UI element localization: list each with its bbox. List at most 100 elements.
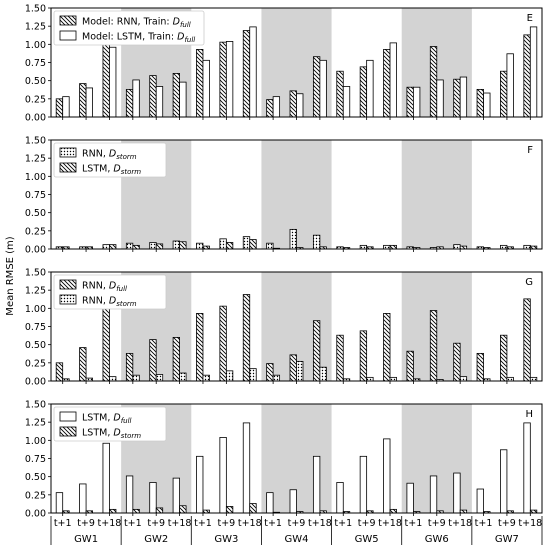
bar-e-a-gw1-t+1 — [55, 98, 64, 118]
bar-e-b-gw5-t+1 — [342, 86, 351, 118]
bar-h-a-gw1-t+9 — [79, 483, 87, 514]
bar-g-b-gw5-t+9 — [366, 376, 374, 382]
bar-e-b-gw3-t+9 — [225, 41, 234, 118]
y-tick-label: 0.00 — [25, 377, 46, 388]
bar-f-b-gw3-t+18 — [249, 239, 257, 250]
bar-g-b-gw6-t+18 — [459, 376, 468, 382]
y-tick-label: 1.00 — [25, 436, 46, 447]
bar-f-a-gw2-t+9 — [149, 242, 157, 250]
bar-g-a-gw3-t+1 — [196, 313, 204, 382]
bar-f-a-gw7-t+18 — [523, 244, 531, 250]
bar-e-a-gw3-t+18 — [242, 30, 251, 118]
y-tick-label: 0.75 — [25, 190, 46, 201]
bar-e-a-gw4-t+9 — [289, 90, 297, 118]
bar-h-a-gw4-t+1 — [266, 492, 274, 514]
y-tick-label: 0.00 — [25, 113, 46, 124]
legend-entry: Model: LSTM, Train: Dfull — [82, 32, 195, 45]
bar-g-a-gw5-t+9 — [359, 330, 368, 382]
legend-swatch — [59, 162, 77, 173]
x-tick-label: t+9 — [428, 518, 446, 529]
bar-e-a-gw1-t+18 — [102, 43, 110, 118]
group-label-gw1: GW1 — [74, 534, 98, 545]
panel-f: 0.00 0.25 0.50 0.75 1.00 1.25 1.50 F RNN, Dstorm… — [25, 136, 543, 256]
y-tick-label: 1.25 — [25, 154, 46, 165]
bar-e-b-gw6-t+9 — [436, 79, 444, 118]
bar-g-b-gw1-t+18 — [109, 376, 117, 382]
bar-e-a-gw7-t+1 — [476, 88, 484, 118]
y-tick-label: 0.25 — [25, 94, 46, 105]
bar-e-a-gw7-t+18 — [523, 34, 531, 118]
bar-h-a-gw2-t+1 — [125, 475, 134, 514]
bar-h-b-gw1-t+18 — [109, 508, 117, 514]
bar-f-a-gw6-t+18 — [453, 244, 461, 250]
legend-swatch — [59, 294, 77, 305]
legend-swatch — [59, 426, 77, 437]
bar-h-a-gw3-t+1 — [196, 455, 204, 514]
bar-g-b-gw3-t+18 — [249, 368, 257, 382]
bar-h-b-gw2-t+9 — [155, 507, 164, 514]
bar-f-a-gw3-t+1 — [196, 242, 204, 250]
group-label-gw2: GW2 — [144, 534, 168, 545]
legend-swatch — [59, 15, 77, 26]
bar-g-a-gw2-t+1 — [125, 352, 134, 382]
bar-e-b-gw1-t+18 — [109, 46, 117, 118]
bar-h-a-gw4-t+18 — [312, 455, 321, 514]
x-tick-label: t+18 — [98, 518, 122, 529]
y-tick-label: 1.50 — [25, 400, 46, 411]
bar-g-b-gw7-t+18 — [529, 376, 538, 382]
x-tick-label: t+1 — [475, 518, 493, 529]
bar-e-a-gw2-t+9 — [149, 75, 157, 118]
group-label-gw5: GW5 — [355, 534, 379, 545]
bar-e-a-gw2-t+1 — [125, 88, 134, 118]
bar-f-b-gw2-t+1 — [132, 244, 140, 250]
y-tick-label: 0.75 — [25, 58, 46, 69]
y-tick-label: 1.25 — [25, 418, 46, 429]
bar-h-b-gw3-t+18 — [249, 503, 257, 514]
bar-h-b-gw3-t+9 — [225, 506, 234, 514]
x-tick-label: t+9 — [358, 518, 376, 529]
panel-frame — [50, 139, 543, 250]
panel-h: 0.00 0.25 0.50 0.75 1.00 1.25 1.50 H LSTM, Dfull… — [25, 400, 543, 520]
y-tick-label: 1.50 — [25, 268, 46, 279]
bar-e-b-gw3-t+1 — [202, 59, 210, 118]
x-tick-label: t+1 — [334, 518, 352, 529]
panel-frame — [50, 271, 543, 382]
bar-g-a-gw2-t+18 — [172, 336, 180, 382]
bar-h-a-gw6-t+1 — [406, 482, 414, 514]
bar-g-a-gw1-t+1 — [55, 362, 64, 382]
bar-e-b-gw4-t+1 — [272, 96, 281, 118]
bar-f-b-gw5-t+18 — [389, 244, 397, 250]
bar-e-a-gw1-t+9 — [79, 83, 87, 118]
y-tick-label: 0.25 — [25, 226, 46, 237]
shaded-band-gw6 — [401, 140, 472, 249]
bar-e-a-gw5-t+1 — [336, 70, 344, 118]
bar-g-a-gw6-t+1 — [406, 350, 414, 382]
bar-h-a-gw2-t+18 — [172, 477, 180, 514]
x-tick-label: t+18 — [518, 518, 542, 529]
bar-h-a-gw1-t+1 — [55, 492, 64, 514]
bar-e-b-gw5-t+18 — [389, 42, 397, 118]
panel-frame — [50, 7, 543, 118]
group-label-gw4: GW4 — [285, 534, 309, 545]
bar-e-b-gw1-t+9 — [85, 87, 93, 118]
x-tick-label: t+18 — [238, 518, 262, 529]
bar-e-b-gw4-t+9 — [296, 93, 304, 118]
bar-f-a-gw1-t+18 — [102, 244, 110, 250]
panel-frame — [50, 403, 543, 514]
panel-letter: H — [525, 409, 533, 420]
y-tick-label: 0.25 — [25, 358, 46, 369]
bar-g-b-gw2-t+1 — [132, 374, 140, 382]
legend-box — [53, 406, 167, 442]
panel-g: 0.00 0.25 0.50 0.75 1.00 1.25 1.50 G RNN, DfullR… — [25, 268, 543, 388]
bar-h-b-gw5-t+18 — [389, 508, 397, 514]
y-axis-label: Mean RMSE (m) — [5, 236, 16, 315]
x-axis: t+1 t+9 t+18 t+1 t+9 t+18 t+1 t+9 t+18 t+1 t+9 t+18… — [50, 516, 543, 545]
x-tick-label: t+1 — [405, 518, 423, 529]
bar-g-a-gw4-t+9 — [289, 354, 297, 382]
bar-g-a-gw1-t+9 — [79, 347, 87, 382]
bar-f-a-gw4-t+18 — [312, 234, 321, 250]
